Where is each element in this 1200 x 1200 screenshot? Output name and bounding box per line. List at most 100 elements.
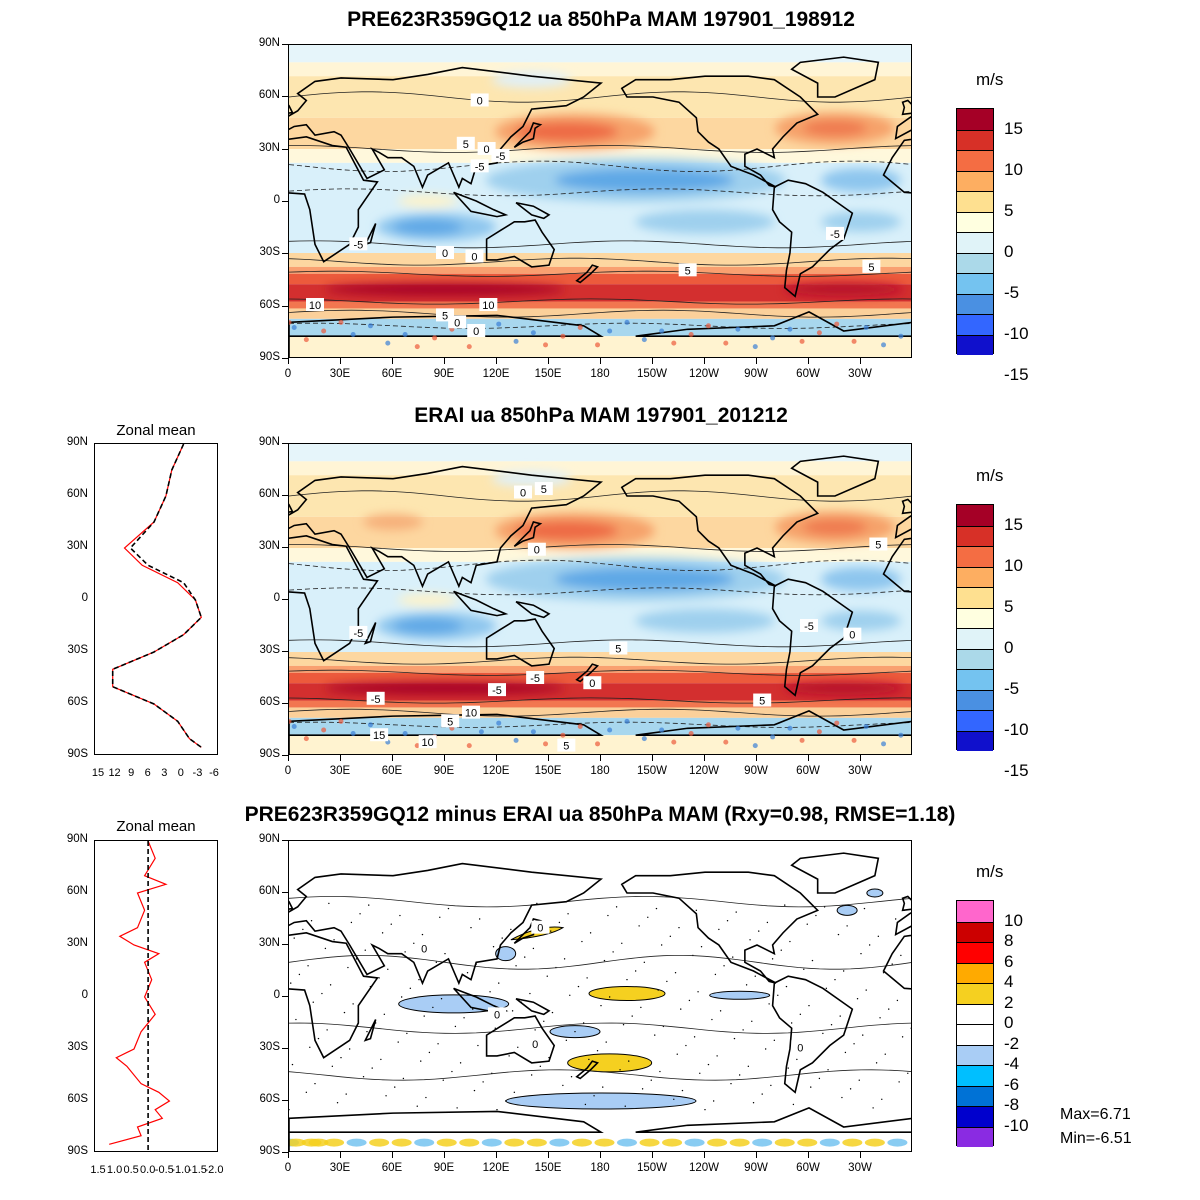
- contour-label-text: 5: [868, 262, 874, 274]
- polar-diff-cell: [617, 1138, 637, 1147]
- stipple-dot: [868, 944, 871, 946]
- lon-tick-label: 60E: [381, 368, 403, 380]
- polar-diff-cell: [414, 1138, 435, 1147]
- stipple-dot: [608, 996, 611, 998]
- stipple-dot: [390, 923, 392, 925]
- polar-cell: [752, 743, 758, 749]
- lon-tick: [652, 1152, 653, 1158]
- polar-cell: [881, 342, 887, 348]
- stipple-dot: [494, 1027, 496, 1029]
- arctic-spot: [491, 71, 572, 88]
- polar-diff-cell: [684, 1138, 705, 1147]
- polar-diff-cell: [752, 1138, 773, 1147]
- colorbar-swatch: [957, 1085, 993, 1106]
- stipple-dot: [563, 958, 566, 960]
- stipple-dot: [907, 1072, 909, 1074]
- panel1-contour-0: [289, 91, 911, 103]
- sep-easterly: [635, 608, 775, 633]
- stipple-dot: [364, 949, 366, 951]
- stipple-dot: [421, 933, 424, 936]
- stipple-dot: [714, 973, 717, 976]
- panel1-contour-7: [289, 298, 911, 305]
- stipple-dot: [777, 994, 779, 996]
- stipple-dot: [853, 1043, 855, 1045]
- lat-band: [289, 700, 911, 708]
- lat-tick-label: 90S: [259, 1145, 280, 1157]
- panel2-contour-label: -5: [800, 619, 818, 633]
- lon-tick: [808, 1152, 809, 1158]
- lat-tick: [282, 96, 288, 98]
- panel2-contour-label: 5: [441, 714, 460, 728]
- lat-tick-label: 0: [273, 194, 280, 206]
- lat-tick-label: 90S: [259, 748, 280, 760]
- stipple-dot: [459, 1062, 462, 1064]
- stipple-dot: [785, 985, 788, 988]
- contour-label-bg: [843, 627, 862, 641]
- stipple-dot: [882, 972, 885, 974]
- stipple-dot: [317, 1037, 320, 1040]
- pos-central-pacific: [588, 986, 666, 1002]
- polar-cell: [723, 340, 729, 346]
- stipple-dot: [858, 1079, 860, 1081]
- polar-diff-cell: [707, 1138, 728, 1147]
- polar-diff-cell: [887, 1138, 908, 1147]
- panel1-contour-label: 0: [436, 246, 454, 260]
- lon-tick: [600, 358, 601, 364]
- south-america-coastline: [771, 578, 854, 697]
- africa-coastline: [289, 932, 379, 1059]
- polar-diff-cell: [346, 1138, 367, 1147]
- contour-label-text: -5: [353, 628, 363, 640]
- lat-band: [289, 735, 911, 754]
- panel1-contour-label: 0: [467, 324, 486, 338]
- lon-tick-label: 90E: [433, 765, 455, 777]
- stipple-dot: [439, 916, 441, 918]
- stipple-dot: [837, 933, 840, 936]
- stipple-dot: [466, 972, 469, 974]
- panel2-map: 0 5 0 -5 5 -5 -5 -5 0 5 10 15 10 5 5 0 -5 5: [288, 443, 912, 755]
- stipple-dot: [761, 1093, 763, 1095]
- lon-tick: [652, 755, 653, 761]
- stipple-dot: [472, 1008, 474, 1010]
- zonal-x-tick-label: 12: [108, 767, 121, 779]
- zonal-x-tick-label: 9: [128, 767, 135, 779]
- colorbar-label: -10: [1004, 719, 1029, 739]
- stipple-dot: [517, 1046, 519, 1048]
- lon-tick-label: 180: [590, 1162, 610, 1174]
- contour-label-bg: [306, 298, 324, 311]
- colorbar-label: 5: [1004, 200, 1014, 220]
- lon-tick-label: 180: [590, 368, 610, 380]
- stipple-dot: [768, 1003, 770, 1005]
- stipple-dot: [860, 952, 862, 955]
- polar-cell: [799, 737, 805, 743]
- stipple-dot: [811, 959, 814, 962]
- lon-tick: [392, 755, 393, 761]
- lon-tick-label: 90W: [744, 765, 768, 777]
- polar-cell: [385, 340, 391, 346]
- lat-tick-label: 30N: [258, 540, 280, 552]
- panel1-contour-2: [289, 160, 911, 172]
- panel1-contour-5: [289, 257, 911, 266]
- panel1-contour-6: [289, 270, 911, 277]
- polar-cell: [641, 337, 647, 343]
- lat-tick: [282, 443, 288, 444]
- polar-cell: [350, 331, 356, 337]
- stipple-dot: [803, 968, 805, 970]
- stipple-dot: [846, 925, 848, 927]
- contour-label-bg: [583, 676, 602, 690]
- stipple-dot: [331, 1065, 334, 1068]
- polar-diff-cell: [842, 1138, 863, 1147]
- panel2-contour-label: 5: [609, 641, 628, 656]
- lat-tick: [282, 599, 288, 600]
- stipple-dot: [359, 913, 361, 915]
- australia-coastline: [485, 1015, 556, 1064]
- zonal-lat-tick-label: 30S: [67, 1041, 88, 1053]
- polar-cell: [688, 730, 694, 736]
- io-easterly-core: [392, 618, 463, 634]
- zonal-lat-tick-label: 60N: [66, 488, 88, 500]
- lat-tick-label: 90N: [258, 436, 280, 448]
- eq-westerly: [397, 594, 458, 606]
- contour-label-bg: [534, 482, 553, 496]
- polar-cell: [607, 727, 613, 733]
- stipple-dot: [302, 928, 304, 931]
- lat-tick-label: 90N: [258, 833, 280, 845]
